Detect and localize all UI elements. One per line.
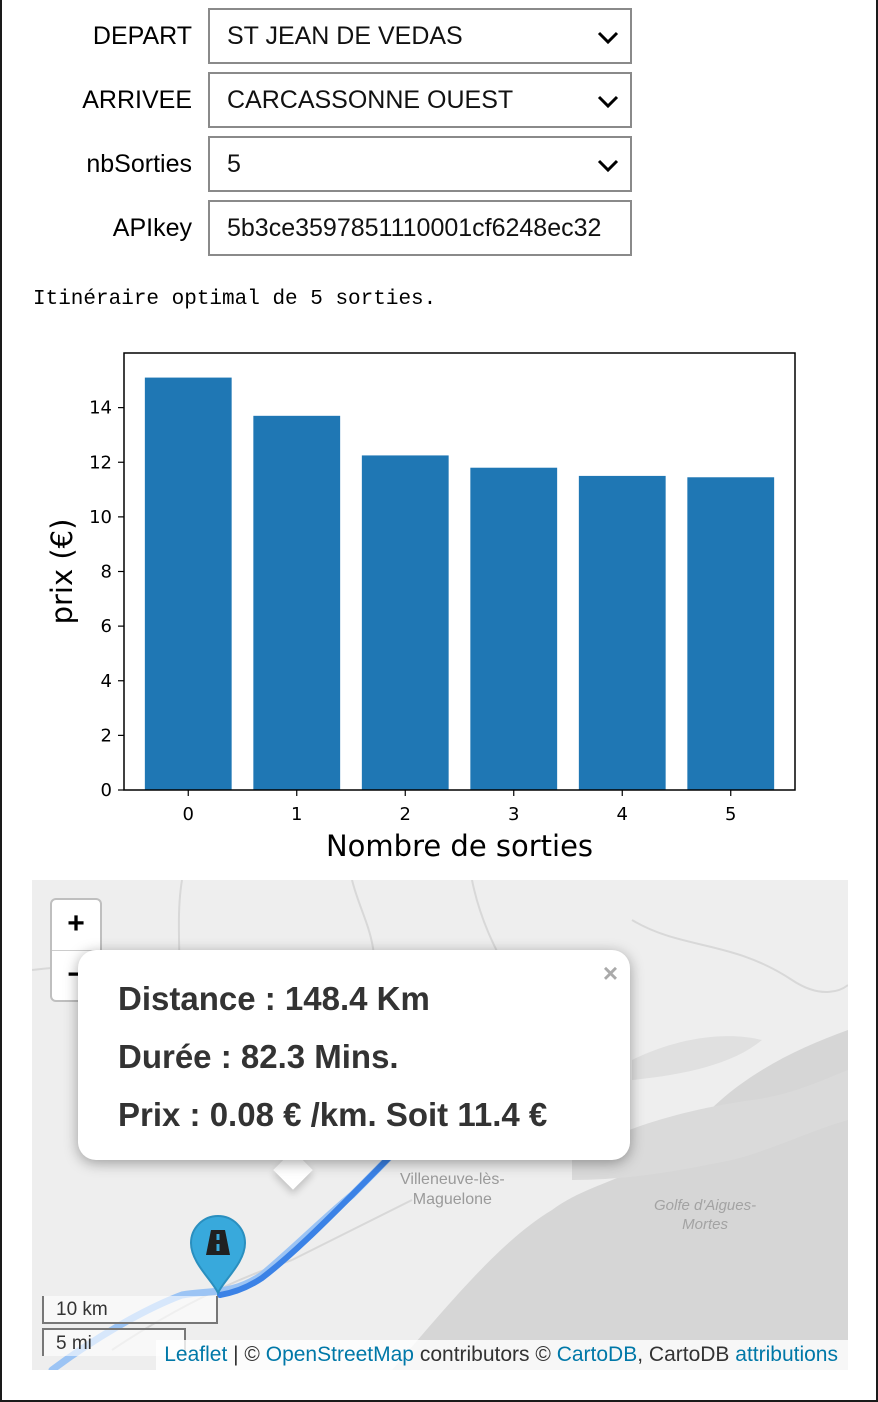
api-key-input[interactable]: 5b3ce3597851110001cf6248ec32 xyxy=(208,200,632,256)
popup-close-button[interactable]: × xyxy=(602,958,618,988)
chevron-down-icon xyxy=(597,159,619,173)
chart-bar xyxy=(361,455,449,790)
x-axis-label: Nombre de sorties xyxy=(326,829,593,863)
x-tick-label: 3 xyxy=(508,804,519,825)
y-tick-label: 4 xyxy=(101,671,112,692)
attributions-link[interactable]: attributions xyxy=(735,1343,838,1366)
status-text: Itinéraire optimal de 5 sorties. xyxy=(33,288,437,311)
x-tick-label: 0 xyxy=(183,804,194,825)
depart-row: DEPART ST JEAN DE VEDAS xyxy=(0,8,878,64)
y-tick-label: 2 xyxy=(101,725,112,746)
nb-sorties-row: nbSorties 5 xyxy=(0,136,878,192)
y-tick-label: 0 xyxy=(101,780,112,801)
chart-bar xyxy=(687,477,775,790)
gulf-label: Golfe d'Aigues- Mortes xyxy=(654,1197,757,1233)
y-tick-label: 10 xyxy=(89,507,112,528)
chevron-down-icon xyxy=(597,95,619,109)
arrivee-select[interactable]: CARCASSONNE OUEST xyxy=(208,72,632,128)
chart-bar xyxy=(253,415,341,790)
plot-frame xyxy=(123,352,796,791)
popup-distance: Distance : 148.4 Km xyxy=(118,980,430,1017)
road-icon xyxy=(206,1230,230,1255)
route-marker[interactable] xyxy=(187,1213,249,1295)
y-tick-label: 6 xyxy=(101,616,112,637)
scale-km: 10 km xyxy=(42,1296,218,1324)
attribution-cartodb: , CartoDB xyxy=(637,1343,736,1366)
town-label: Villeneuve-lès- Maguelone xyxy=(400,1171,505,1208)
route-map[interactable]: Villeneuve-lès- Maguelone Golfe d'Aigues… xyxy=(32,880,848,1370)
nb-sorties-value: 5 xyxy=(227,150,241,178)
x-tick-label: 5 xyxy=(725,804,736,825)
y-tick-label: 8 xyxy=(101,562,112,583)
arrivee-label: ARRIVEE xyxy=(82,86,192,114)
cartodb-link[interactable]: CartoDB xyxy=(556,1343,638,1366)
x-tick-label: 1 xyxy=(291,804,302,825)
x-tick-label: 2 xyxy=(400,804,411,825)
popup-prix: Prix : 0.08 € /km. Soit 11.4 € xyxy=(118,1096,548,1133)
arrivee-row: ARRIVEE CARCASSONNE OUEST xyxy=(0,72,878,128)
popup-duree: Durée : 82.3 Mins. xyxy=(118,1038,399,1075)
chevron-down-icon xyxy=(597,31,619,45)
attribution-contrib: contributors © xyxy=(414,1343,557,1366)
x-tick-label: 4 xyxy=(617,804,628,825)
arrivee-value: CARCASSONNE OUEST xyxy=(227,86,514,114)
osm-link[interactable]: OpenStreetMap xyxy=(265,1343,414,1366)
chart-bar xyxy=(578,475,666,790)
api-key-row: APIkey 5b3ce3597851110001cf6248ec32 xyxy=(0,200,878,256)
depart-label: DEPART xyxy=(92,22,192,50)
y-tick-label: 14 xyxy=(89,398,112,419)
nb-sorties-select[interactable]: 5 xyxy=(208,136,632,192)
zoom-in-button[interactable]: + xyxy=(52,900,100,951)
route-popup: × Distance : 148.4 Km Durée : 82.3 Mins.… xyxy=(78,950,630,1160)
map-attribution: Leaflet | © OpenStreetMap contributors ©… xyxy=(156,1340,848,1370)
nb-sorties-label: nbSorties xyxy=(86,150,192,178)
api-key-value: 5b3ce3597851110001cf6248ec32 xyxy=(227,214,602,242)
chart-bar xyxy=(470,467,558,790)
attribution-sep: | © xyxy=(227,1343,266,1366)
depart-select[interactable]: ST JEAN DE VEDAS xyxy=(208,8,632,64)
y-tick-label: 12 xyxy=(89,452,112,473)
y-axis-label: prix (€) xyxy=(45,519,79,625)
leaflet-link[interactable]: Leaflet xyxy=(164,1343,228,1366)
chart-bar xyxy=(144,377,232,790)
depart-value: ST JEAN DE VEDAS xyxy=(227,22,463,50)
api-key-label: APIkey xyxy=(112,214,192,242)
